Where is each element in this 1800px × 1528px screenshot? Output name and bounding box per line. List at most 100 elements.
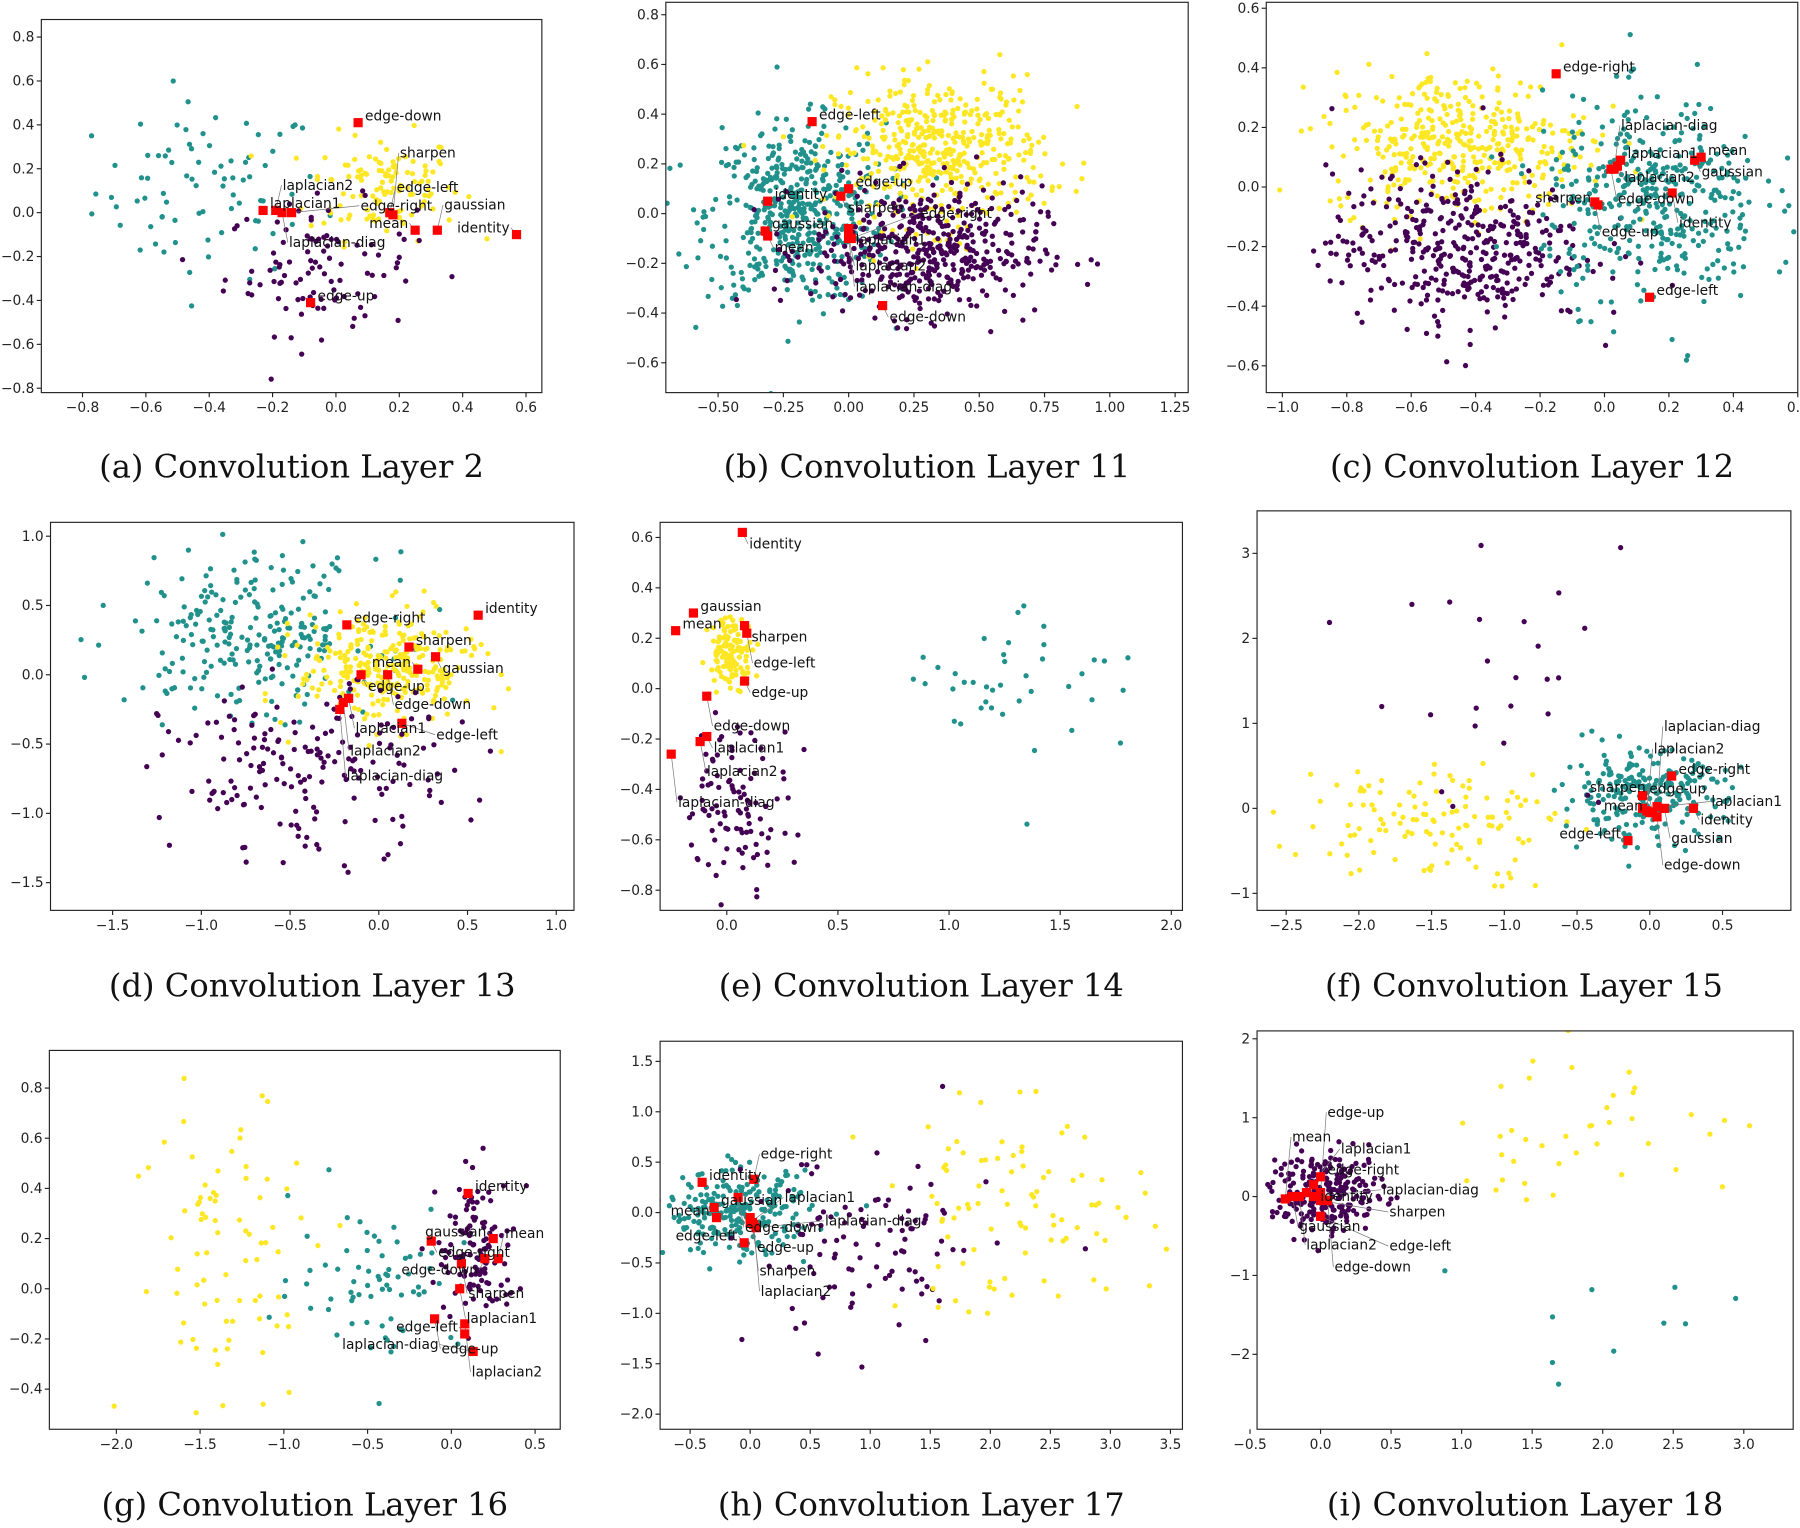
y-tick-label: 1: [1241, 716, 1250, 732]
data-point-purple: [926, 253, 932, 259]
data-point-yellow: [390, 642, 396, 649]
y-tick-label: 0.6: [1237, 1, 1259, 17]
y-tick-label: 0.8: [637, 7, 659, 23]
data-point-teal: [1573, 178, 1579, 184]
data-point-yellow: [181, 1075, 187, 1082]
data-point-purple: [727, 777, 733, 783]
data-point-yellow: [340, 191, 347, 197]
data-point-teal: [1658, 781, 1664, 787]
data-point-purple: [390, 778, 396, 785]
data-point-purple: [951, 244, 957, 251]
data-point-yellow: [180, 1320, 187, 1326]
data-point-yellow: [194, 1251, 200, 1257]
filter-marker-sharpen: [388, 210, 398, 220]
data-point-yellow: [740, 670, 746, 676]
data-point-yellow: [1489, 814, 1495, 820]
data-point-yellow: [1433, 89, 1440, 95]
data-point-teal: [1649, 243, 1655, 249]
data-point-teal: [112, 162, 118, 168]
data-point-purple: [262, 731, 268, 737]
data-point-teal: [786, 207, 792, 214]
data-point-teal: [1678, 224, 1684, 231]
data-point-purple: [926, 272, 933, 278]
data-point-teal: [1539, 87, 1546, 93]
data-point-teal: [723, 162, 729, 169]
data-point-yellow: [1444, 111, 1450, 118]
data-point-purple: [858, 251, 864, 257]
data-point-purple: [351, 315, 357, 321]
data-point-purple: [249, 722, 255, 728]
data-point-yellow: [243, 1163, 249, 1170]
data-point-teal: [816, 136, 822, 143]
filter-label-edge-right: edge-right: [920, 206, 992, 222]
data-point-yellow: [1546, 190, 1552, 197]
data-point-purple: [347, 686, 353, 692]
data-point-teal: [983, 684, 990, 690]
data-point-yellow: [190, 1336, 196, 1343]
points-layer: [665, 52, 1101, 393]
data-point-teal: [1585, 262, 1591, 269]
filter-label-laplacian-diag: laplacian-diag: [1621, 118, 1718, 134]
data-point-yellow: [729, 672, 735, 678]
data-point-yellow: [1441, 811, 1447, 817]
data-point-yellow: [1525, 136, 1531, 142]
data-point-teal: [1635, 243, 1642, 249]
data-point-teal: [1682, 847, 1689, 854]
data-point-teal: [1558, 289, 1564, 295]
data-point-yellow: [1406, 789, 1412, 795]
y-tick-label: −0.2: [1, 249, 34, 265]
scatter-panel-4: −1.5 −1.0 −0.5 0.0 0.5 1.0−1.5−1.0−0.50.00.51…: [10, 521, 575, 934]
data-point-yellow: [924, 90, 931, 97]
data-point-yellow: [978, 162, 984, 169]
data-point-yellow: [386, 167, 392, 173]
data-point-teal: [1721, 144, 1727, 150]
data-point-teal: [1091, 657, 1097, 663]
data-point-purple: [412, 690, 419, 696]
data-point-yellow: [878, 121, 885, 127]
data-point-purple: [1358, 167, 1364, 173]
data-point-yellow: [828, 94, 834, 100]
data-point-yellow: [881, 185, 888, 191]
data-point-purple: [1440, 227, 1446, 234]
data-point-purple: [209, 790, 215, 797]
data-point-purple: [1507, 198, 1514, 204]
filter-marker-laplacian2: [695, 736, 705, 747]
data-point-yellow: [362, 170, 368, 176]
data-point-purple: [442, 1247, 448, 1254]
data-point-purple: [813, 280, 819, 286]
data-point-yellow: [1520, 840, 1526, 846]
data-point-purple: [1413, 162, 1420, 168]
data-point-teal: [834, 211, 840, 217]
data-point-teal: [803, 160, 810, 166]
data-point-teal: [981, 635, 987, 642]
data-point-teal: [254, 658, 260, 664]
data-point-teal: [187, 685, 194, 691]
data-point-purple: [754, 886, 760, 893]
y-tick-label: −0.2: [9, 1332, 42, 1348]
data-point-teal: [1598, 141, 1604, 147]
data-point-teal: [1680, 214, 1687, 221]
filter-label-sharpen: sharpen: [1535, 191, 1591, 207]
data-point-teal: [1786, 203, 1792, 209]
data-point-teal: [1685, 780, 1691, 787]
data-point-yellow: [252, 1297, 258, 1304]
data-point-purple: [1024, 255, 1030, 262]
data-point-purple: [1484, 658, 1491, 664]
data-point-teal: [163, 199, 170, 205]
filter-marker-edge-down: [353, 118, 363, 128]
data-point-teal: [226, 641, 232, 647]
data-point-teal: [290, 673, 296, 679]
data-point-teal: [1622, 795, 1628, 801]
data-point-teal: [770, 143, 776, 150]
data-point-purple: [893, 249, 899, 255]
data-point-yellow: [918, 187, 925, 194]
data-point-purple: [311, 804, 317, 810]
data-point-yellow: [996, 126, 1002, 133]
data-point-yellow: [425, 186, 431, 192]
data-point-yellow: [1049, 187, 1055, 194]
data-point-purple: [395, 317, 401, 324]
data-point-yellow: [1363, 137, 1370, 144]
data-point-yellow: [710, 638, 717, 644]
data-point-yellow: [308, 223, 314, 229]
data-point-yellow: [1352, 104, 1358, 110]
